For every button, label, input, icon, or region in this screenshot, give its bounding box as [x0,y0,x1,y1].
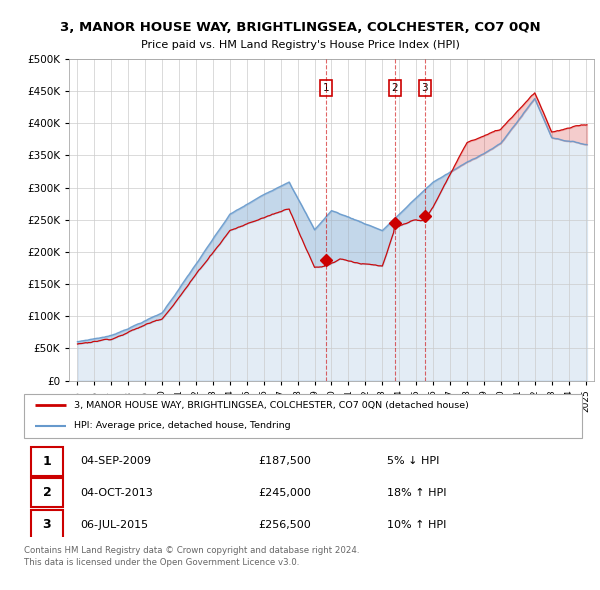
Text: 18% ↑ HPI: 18% ↑ HPI [387,487,446,497]
Text: Contains HM Land Registry data © Crown copyright and database right 2024.
This d: Contains HM Land Registry data © Crown c… [24,546,359,566]
Text: 04-OCT-2013: 04-OCT-2013 [80,487,152,497]
Text: 2: 2 [43,486,51,499]
Text: 04-SEP-2009: 04-SEP-2009 [80,457,151,466]
Text: 3: 3 [43,518,51,531]
FancyBboxPatch shape [31,510,63,539]
Text: 3, MANOR HOUSE WAY, BRIGHTLINGSEA, COLCHESTER, CO7 0QN: 3, MANOR HOUSE WAY, BRIGHTLINGSEA, COLCH… [59,21,541,34]
Text: £187,500: £187,500 [259,457,311,466]
FancyBboxPatch shape [31,447,63,476]
Text: 3, MANOR HOUSE WAY, BRIGHTLINGSEA, COLCHESTER, CO7 0QN (detached house): 3, MANOR HOUSE WAY, BRIGHTLINGSEA, COLCH… [74,401,469,410]
Text: 1: 1 [43,455,51,468]
Text: £245,000: £245,000 [259,487,311,497]
Text: £256,500: £256,500 [259,520,311,530]
FancyBboxPatch shape [31,478,63,507]
Text: 2: 2 [392,83,398,93]
Text: 06-JUL-2015: 06-JUL-2015 [80,520,148,530]
Text: HPI: Average price, detached house, Tendring: HPI: Average price, detached house, Tend… [74,421,291,430]
Text: 1: 1 [323,83,329,93]
Text: Price paid vs. HM Land Registry's House Price Index (HPI): Price paid vs. HM Land Registry's House … [140,40,460,50]
Text: 3: 3 [421,83,428,93]
FancyBboxPatch shape [24,394,582,438]
Text: 5% ↓ HPI: 5% ↓ HPI [387,457,439,466]
Text: 10% ↑ HPI: 10% ↑ HPI [387,520,446,530]
